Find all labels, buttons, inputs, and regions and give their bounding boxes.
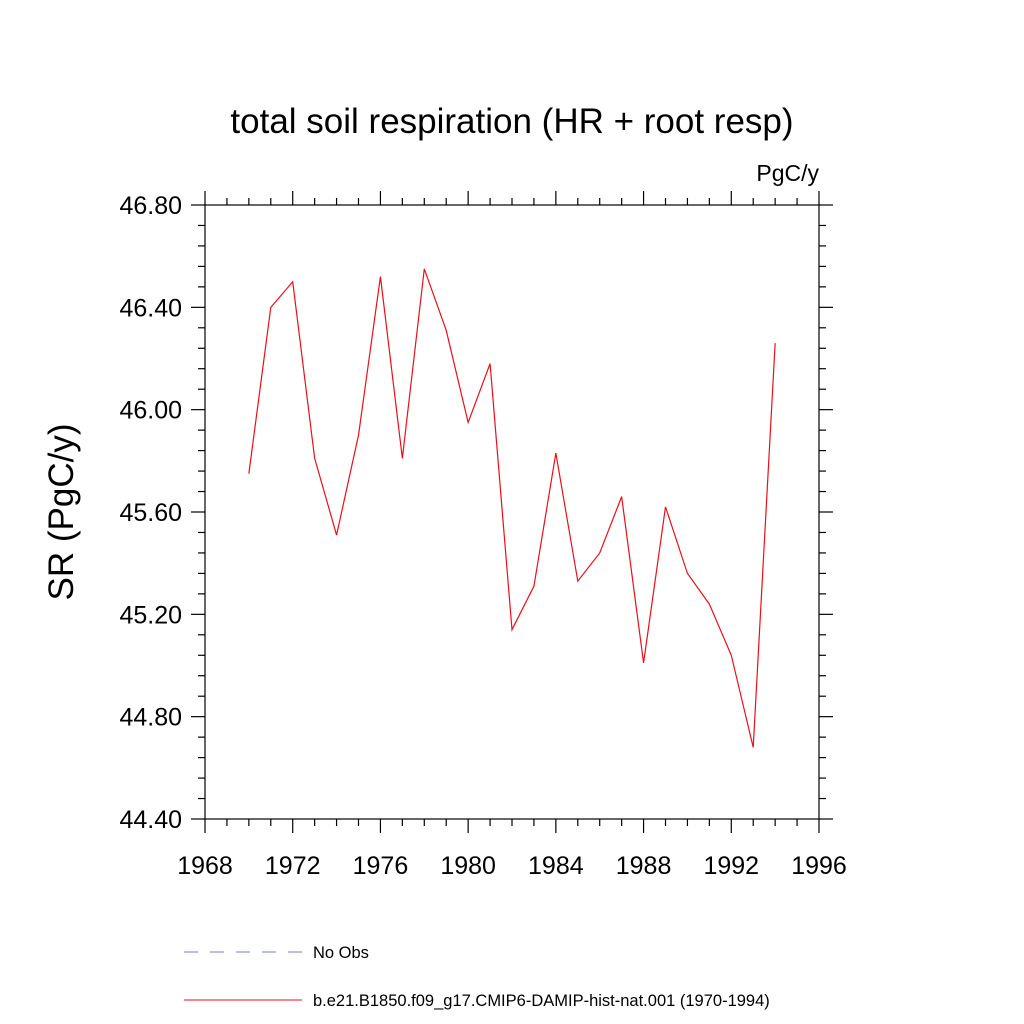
y-tick-label: 46.00 [119,397,182,425]
axis-tick-labels: 1968 1972 1976 1980 1984 1988 1992 1996 44.40 44.… [119,192,846,880]
x-tick-label: 1972 [265,852,321,880]
y-tick-label: 45.60 [119,499,182,527]
x-tick-label: 1976 [353,852,409,880]
y-tick-label: 44.40 [119,806,182,834]
x-tick-label: 1984 [528,852,584,880]
y-tick-label: 46.80 [119,192,182,220]
units-label: PgC/y [756,160,819,186]
y-tick-label: 46.40 [119,294,182,322]
y-axis-label: SR (PgC/y) [42,424,81,601]
legend-label: No Obs [313,944,369,962]
chart-title: total soil respiration (HR + root resp) [230,102,793,141]
x-tick-label: 1996 [791,852,847,880]
series-line [248,268,776,748]
plot-frame [204,204,820,820]
y-tick-label: 44.80 [119,704,182,732]
legend-label: b.e21.B1850.f09_g17.CMIP6-DAMIP-hist-nat… [313,992,770,1010]
legend: No Obs b.e21.B1850.f09_g17.CMIP6-DAMIP-hi… [184,944,770,1010]
x-tick-label: 1992 [703,852,759,880]
y-tick-label: 45.20 [119,601,182,629]
x-tick-label: 1980 [440,852,496,880]
axis-ticks [191,191,833,833]
x-tick-label: 1988 [616,852,672,880]
series-layer [248,268,776,748]
x-tick-label: 1968 [177,852,233,880]
